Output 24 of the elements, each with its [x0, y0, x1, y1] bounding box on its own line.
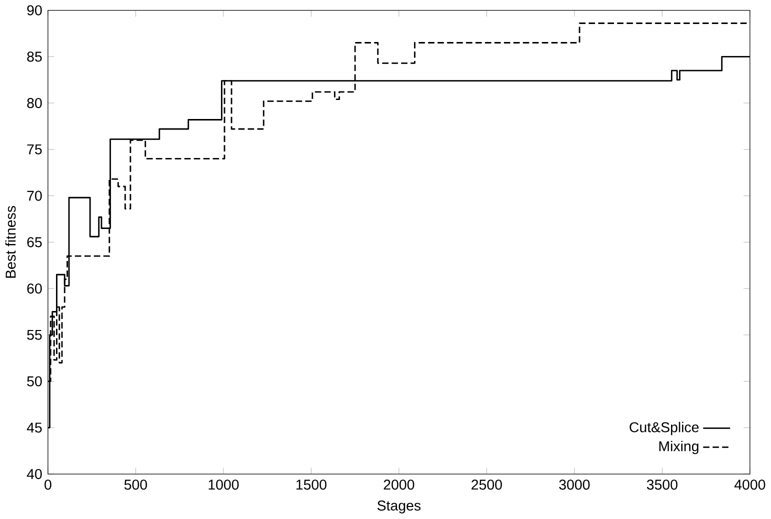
x-tick-label: 1000	[208, 480, 239, 490]
x-tick-label: 500	[124, 480, 147, 490]
y-tick-label: 75	[27, 144, 42, 155]
y-tick-label: 80	[27, 98, 42, 108]
x-tick-label: 3500	[646, 480, 678, 490]
x-tick-label: 2000	[384, 480, 414, 490]
x-axis-title: Stages	[377, 500, 421, 514]
legend-label: Mixing	[659, 440, 698, 454]
y-tick-label: 70	[27, 190, 42, 201]
x-tick-label: 3000	[559, 480, 590, 490]
y-tick-label: 40	[26, 469, 42, 480]
x-tick-label: 4000	[734, 480, 766, 490]
y-tick-label: 60	[27, 284, 42, 294]
y-tick-label: 50	[27, 376, 42, 386]
y-tick-label: 85	[27, 52, 42, 62]
y-tick-label: 45	[26, 422, 42, 433]
y-axis-title: Best fitness	[5, 206, 16, 278]
x-tick-label: 0	[44, 480, 52, 490]
legend-label: Cut&Splice	[630, 422, 699, 436]
y-tick-label: 90	[27, 5, 42, 16]
x-tick-label: 2500	[472, 480, 502, 490]
y-tick-label: 65	[27, 237, 42, 248]
y-tick-label: 55	[27, 330, 42, 340]
x-tick-label: 1500	[296, 480, 326, 490]
